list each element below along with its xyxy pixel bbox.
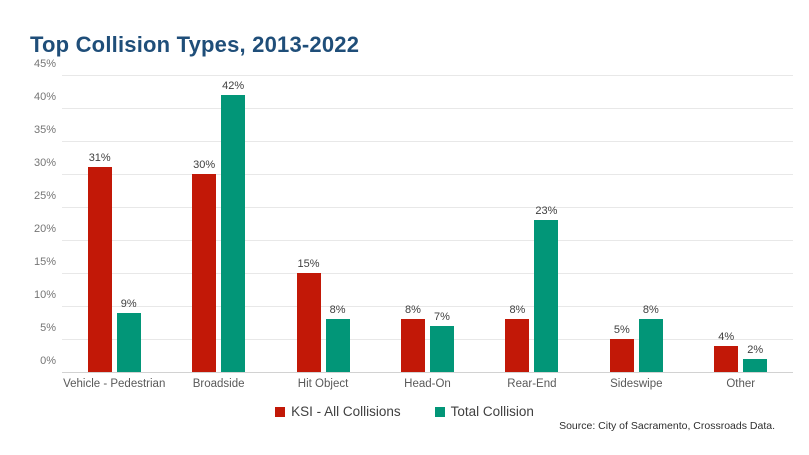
bar [221,94,246,372]
bar-with-label: 7% [429,75,454,372]
bar [116,312,141,372]
bar [192,174,217,372]
legend-label: KSI - All Collisions [291,404,401,419]
bar [743,358,768,372]
legend-swatch-icon [434,406,445,417]
bar-with-label: 5% [609,75,634,372]
bar-with-label: 8% [400,75,425,372]
legend-swatch-icon [275,406,286,417]
bar [714,345,739,372]
bar-group: 30% 42% [166,75,270,372]
bar-value-label: 8% [642,304,659,317]
plot-area: 0% 5% 10% 15% 20% 25% 30% 35% 40% 45% 31% 9% 30% 42%… [34,58,793,373]
bar [609,339,634,372]
gridline [62,207,793,208]
bar-value-label: 23% [535,205,558,218]
bar [87,167,112,372]
bar-value-label: 31% [88,152,111,165]
y-tick-label: 15% [33,256,56,268]
legend: KSI - All Collisions Total Collision [0,404,809,419]
bar-group: 4% 2% [689,75,793,372]
bar-with-label: 42% [221,75,246,372]
gridline [62,273,793,274]
gridline [62,306,793,308]
x-tick-label: Other [726,378,756,390]
bar-value-label: 9% [120,297,137,310]
y-tick-label: 0% [40,355,56,367]
y-tick-label: 20% [33,223,56,236]
bar-value-label: 8% [405,304,421,317]
bar-with-label: 30% [192,75,217,372]
bar-groups: 31% 9% 30% 42% 15% 8% 8% 7% 8% 23% 5% 8% 4% 2% [62,75,793,372]
bar-with-label: 2% [743,75,768,372]
legend-item: Total Collision [434,404,534,419]
gridline [62,174,793,175]
bar [296,273,321,372]
legend-label: Total Collision [450,404,534,419]
y-tick-label: 5% [40,322,56,335]
bar-value-label: 5% [613,324,630,337]
bar [638,319,663,372]
bar-group: 5% 8% [584,75,688,372]
y-tick-label: 35% [33,124,56,136]
bar-with-label: 4% [714,75,739,372]
x-tick-label: Broadside [192,378,245,390]
y-tick-label: 30% [33,157,56,169]
x-tick-label: Hit Object [297,378,349,390]
x-tick-label: Head-On [404,378,451,390]
y-tick-label: 40% [33,91,56,104]
x-tick-label: Vehicle - Pedestrian [63,378,166,390]
bar-value-label: 30% [193,159,216,171]
bar-value-label: 15% [297,258,320,270]
bar-value-label: 7% [434,310,450,323]
gridline [62,339,793,341]
gridline [62,75,793,76]
bar [325,319,350,372]
bar-group: 8% 23% [480,75,584,372]
bar-with-label: 8% [638,75,663,372]
bar-with-label: 8% [505,75,530,372]
gridline [62,141,793,142]
bar-value-label: 42% [222,79,245,92]
chart-title: Top Collision Types, 2013-2022 [30,32,360,57]
bar-value-label: 8% [509,304,526,317]
bar-with-label: 15% [296,75,321,372]
bar-group: 31% 9% [62,75,166,372]
legend-item: KSI - All Collisions [275,404,401,419]
gridline [62,240,793,242]
bar-value-label: 8% [329,304,346,317]
bar-with-label: 8% [325,75,350,372]
x-axis-line [62,372,793,373]
bar-group: 15% 8% [271,75,375,372]
bar [505,319,530,372]
x-tick-label: Sideswipe [610,378,663,390]
bar [429,325,454,372]
bar-with-label: 9% [116,75,141,372]
y-tick-label: 25% [33,190,56,202]
y-tick-label: 45% [33,58,56,70]
bar-group: 8% 7% [375,75,479,372]
x-axis-labels: Vehicle - Pedestrian Broadside Hit Object H… [62,378,793,390]
bar [400,319,425,372]
x-tick-label: Rear-End [507,378,557,390]
bar-with-label: 23% [534,75,559,372]
gridline [62,108,793,110]
bar-value-label: 4% [718,330,735,343]
source-note: Source: City of Sacramento, Crossroads D… [559,420,775,432]
bar [534,220,559,372]
y-tick-label: 10% [33,289,56,302]
bar-value-label: 2% [747,343,764,356]
bar-with-label: 31% [87,75,112,372]
